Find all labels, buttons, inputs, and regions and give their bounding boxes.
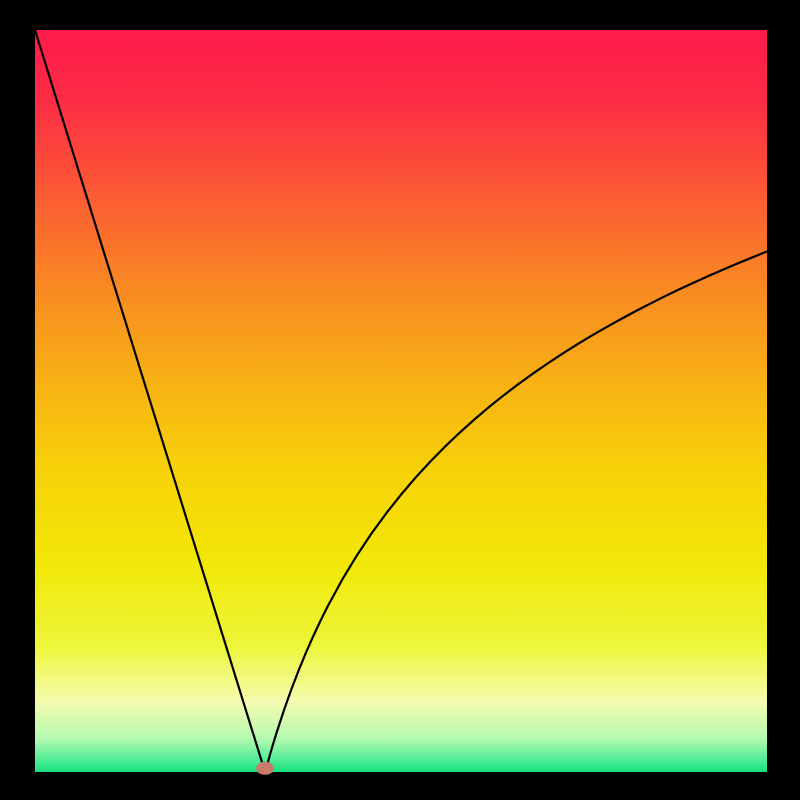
chart-frame: TheBottleneck.com [0, 0, 800, 800]
plot-background [35, 30, 767, 772]
optimal-marker [256, 762, 274, 775]
chart-svg [0, 0, 800, 800]
